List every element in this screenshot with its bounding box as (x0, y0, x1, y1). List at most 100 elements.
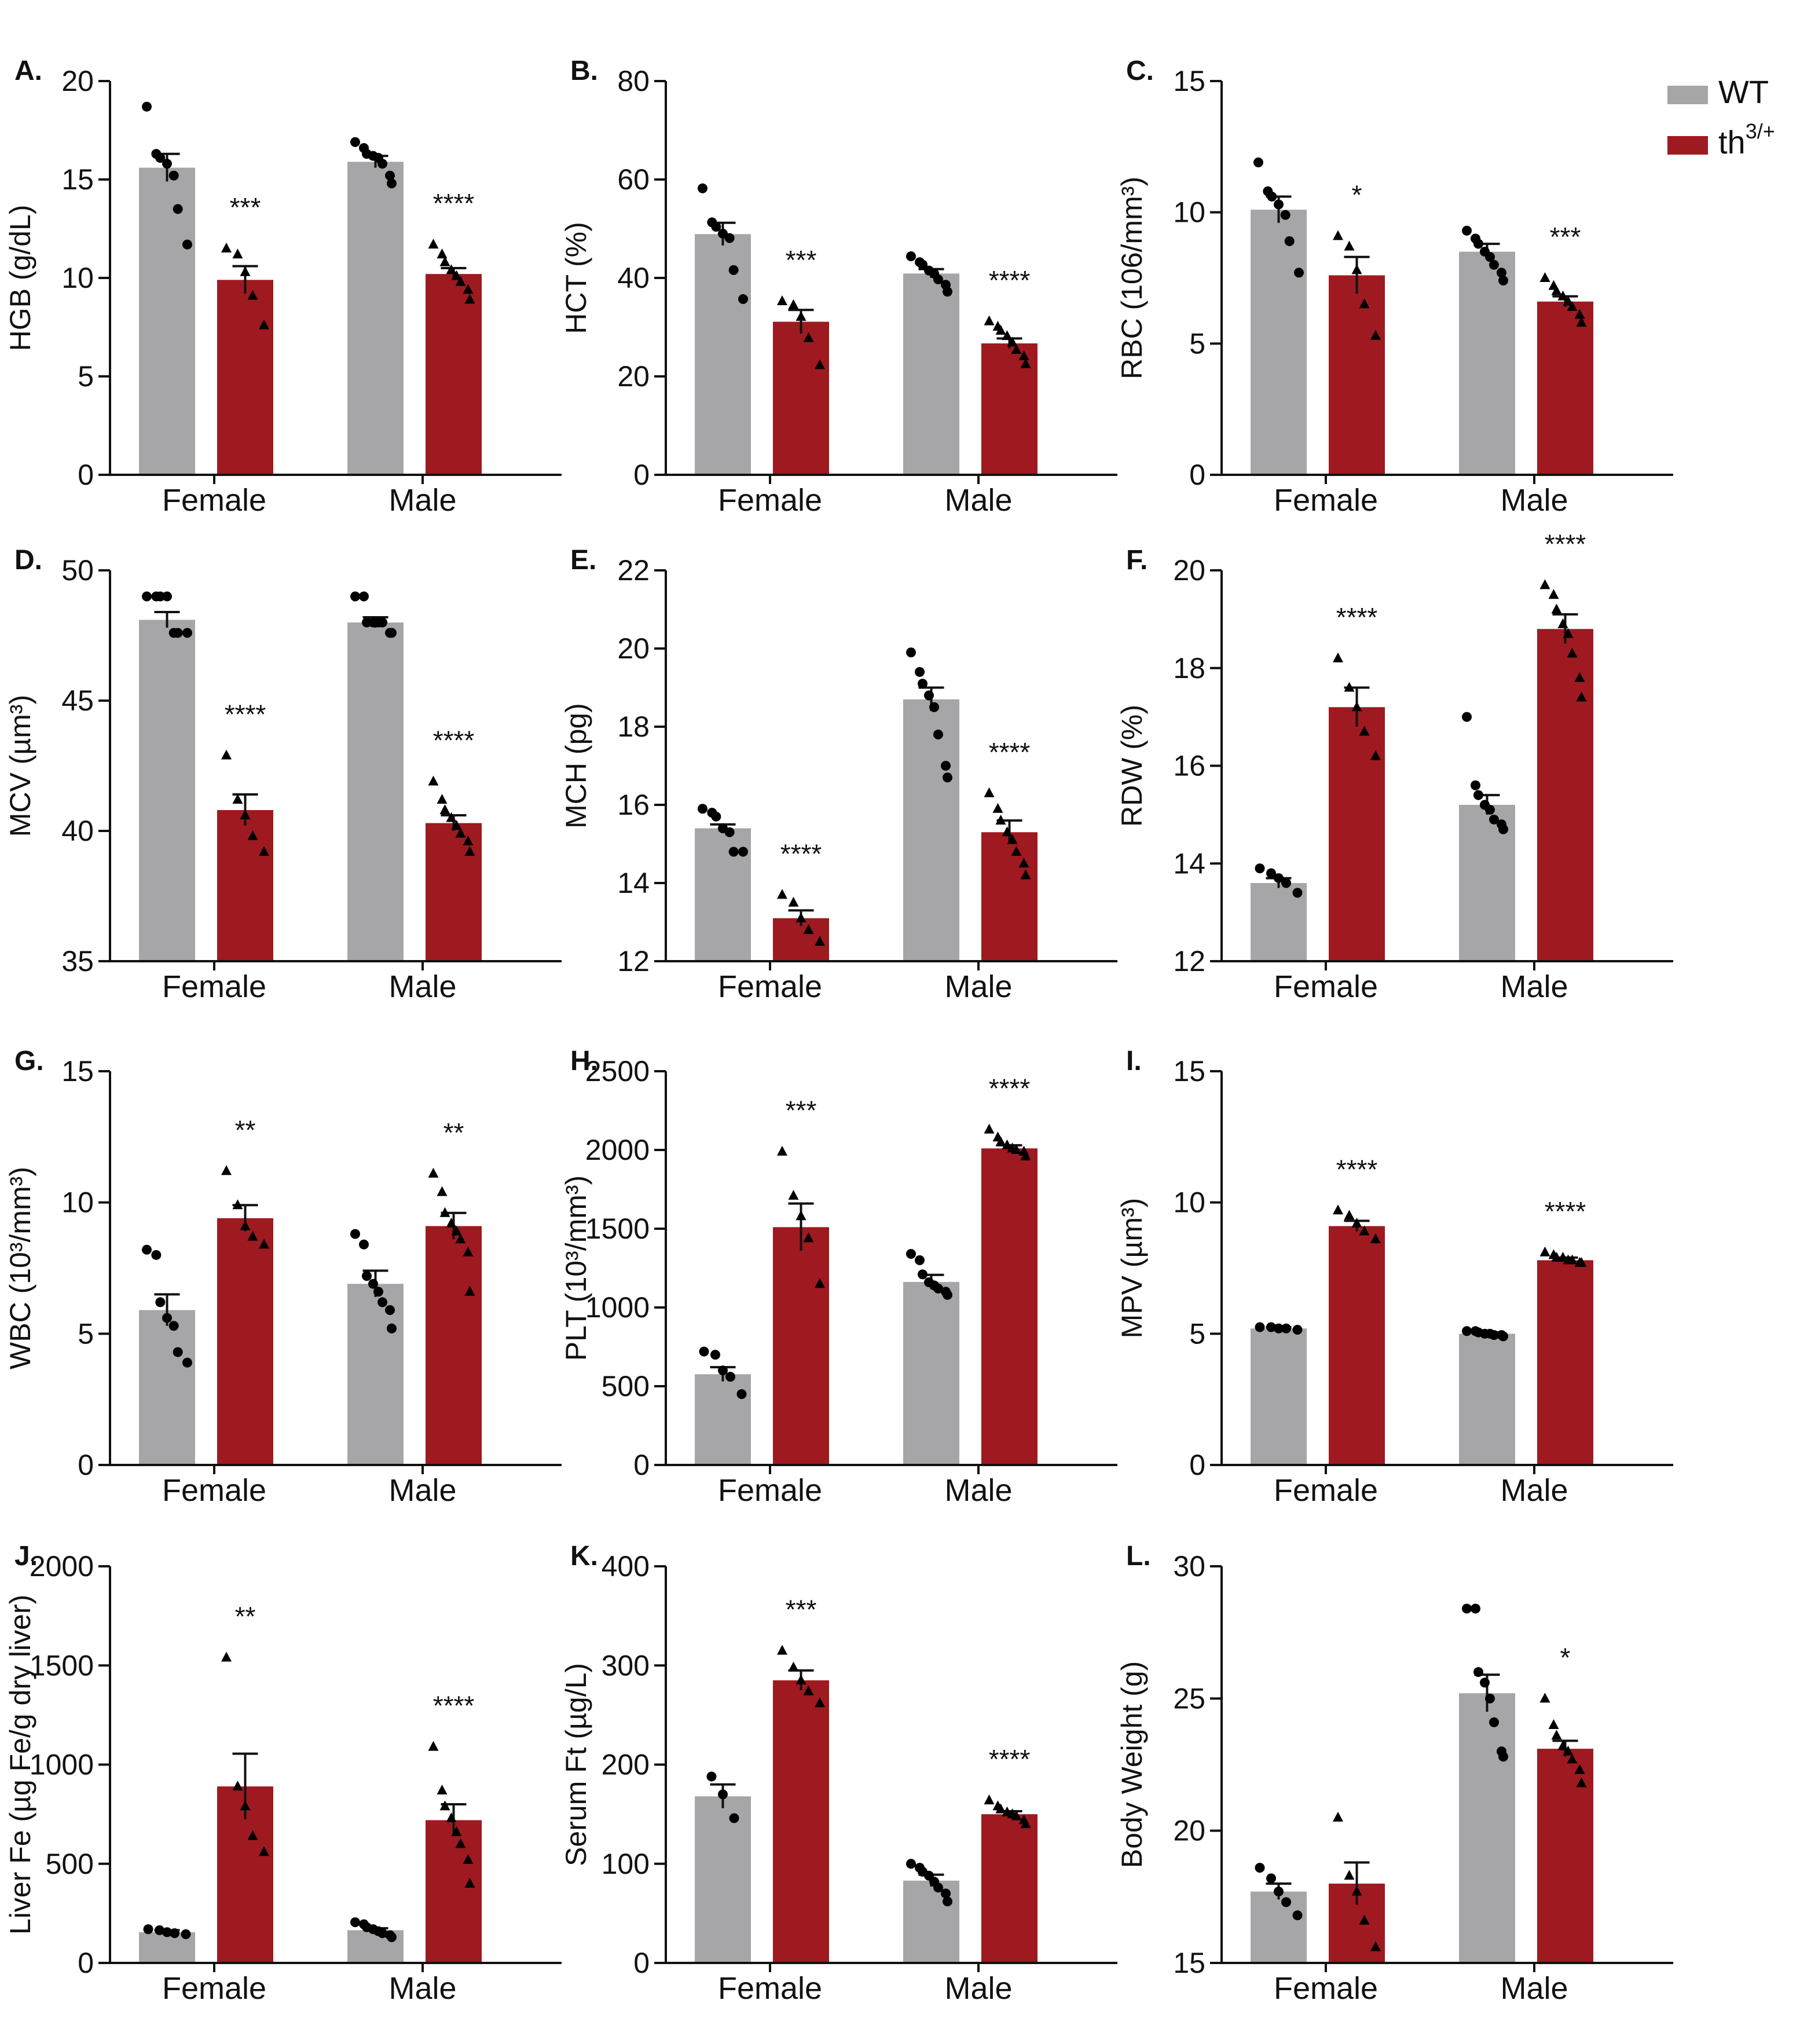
data-point (350, 1917, 360, 1928)
y-axis-label: Liver Fe (µg Fe/g dry liver) (4, 1595, 36, 1935)
data-point (815, 359, 825, 369)
data-point (446, 1812, 457, 1822)
data-point (221, 749, 232, 760)
data-point (725, 1372, 735, 1382)
data-point (1539, 1693, 1550, 1703)
y-tick-label: 0 (78, 459, 94, 491)
data-point (1344, 240, 1355, 251)
data-point (368, 1279, 378, 1289)
data-point (1018, 350, 1029, 361)
data-point (995, 324, 1006, 335)
y-axis-label: HGB (g/dL) (4, 205, 36, 351)
panel-label: K. (570, 1541, 598, 1572)
data-point (1274, 199, 1284, 210)
data-point (706, 1771, 717, 1782)
bar-th3-male (426, 274, 482, 475)
data-point (1002, 826, 1013, 837)
data-point (259, 846, 269, 856)
data-point (777, 1145, 787, 1156)
significance-label: **** (433, 188, 475, 218)
data-point (387, 1932, 397, 1942)
data-point (1557, 290, 1568, 301)
data-point (143, 1924, 153, 1935)
data-point (428, 1167, 439, 1178)
data-point (1333, 230, 1343, 240)
y-tick-label: 400 (602, 1550, 650, 1583)
data-point (173, 1347, 183, 1357)
data-point (777, 889, 787, 899)
data-point (1333, 652, 1343, 662)
significance-label: *** (1550, 222, 1581, 252)
data-point (1281, 1897, 1291, 1907)
bar-wt-male (347, 162, 404, 475)
data-point (1548, 1719, 1559, 1729)
data-point (464, 1878, 475, 1888)
data-point (446, 1217, 457, 1228)
data-point (451, 1826, 462, 1836)
data-point (1471, 1603, 1480, 1614)
data-point (995, 1803, 1006, 1814)
data-point (803, 924, 814, 934)
data-point (1359, 298, 1370, 309)
data-point (1002, 1139, 1013, 1149)
data-point (1359, 1225, 1370, 1236)
data-point (1567, 1254, 1578, 1265)
y-tick-label: 40 (617, 262, 650, 294)
data-point (1333, 1204, 1343, 1215)
y-tick-label: 12 (617, 945, 650, 977)
significance-label: **** (433, 726, 475, 756)
significance-label: **** (1545, 529, 1586, 559)
data-point (155, 153, 166, 163)
panel-label: J. (14, 1541, 38, 1572)
y-axis-label: RBC (106/mm³) (1116, 177, 1148, 379)
data-point (933, 274, 943, 285)
data-point (455, 827, 466, 838)
panel-label: H. (570, 1046, 598, 1076)
legend-label-wt: WT (1718, 74, 1769, 110)
data-point (155, 1925, 164, 1935)
y-axis-label: MCV (µm³) (4, 695, 36, 837)
data-point (788, 1661, 799, 1672)
data-point (1020, 1150, 1031, 1160)
data-point (232, 1199, 243, 1210)
y-tick-label: 5 (78, 1317, 94, 1350)
y-tick-label: 20 (1173, 554, 1205, 587)
data-point (1567, 1753, 1578, 1764)
y-axis-label: MPV (µm³) (1116, 1198, 1148, 1339)
data-point (728, 847, 739, 857)
data-point (451, 270, 462, 280)
x-tick-label: Male (388, 483, 456, 518)
data-point (815, 1278, 825, 1288)
panel-g: G. ** ** 0 5 10 15 Female Male WBC (10³/mm³) (4, 1046, 562, 1508)
data-point (1351, 1885, 1362, 1896)
data-point (350, 137, 360, 147)
bar-th3-female (1329, 275, 1385, 475)
data-point (711, 222, 721, 232)
panel-label: G. (14, 1046, 44, 1076)
data-point (815, 1697, 825, 1708)
data-point (1576, 1257, 1587, 1267)
data-point (451, 820, 462, 830)
data-point (463, 1853, 474, 1864)
data-point (803, 1232, 814, 1243)
data-point (1002, 330, 1013, 340)
data-point (373, 1287, 383, 1297)
bar-th3-male (1537, 301, 1593, 475)
y-tick-label: 15 (1173, 1055, 1205, 1087)
bar-wt-male (1459, 1334, 1515, 1465)
data-point (1292, 888, 1303, 898)
data-point (1473, 790, 1483, 800)
data-point (1294, 268, 1304, 278)
data-point (240, 1800, 251, 1811)
data-point (1274, 1323, 1284, 1334)
significance-label: * (1560, 1642, 1571, 1672)
data-point (173, 204, 183, 214)
y-tick-label: 5 (1189, 1317, 1205, 1350)
y-axis-label: PLT (10³/mm³) (560, 1175, 592, 1361)
x-tick-label: Female (162, 969, 266, 1004)
data-point (1462, 712, 1472, 722)
significance-label: *** (786, 1595, 817, 1625)
data-point (168, 1321, 179, 1331)
significance-label: **** (1545, 1196, 1586, 1226)
